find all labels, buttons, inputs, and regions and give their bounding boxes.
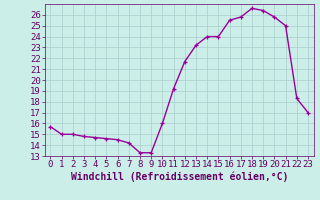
X-axis label: Windchill (Refroidissement éolien,°C): Windchill (Refroidissement éolien,°C) (70, 172, 288, 182)
